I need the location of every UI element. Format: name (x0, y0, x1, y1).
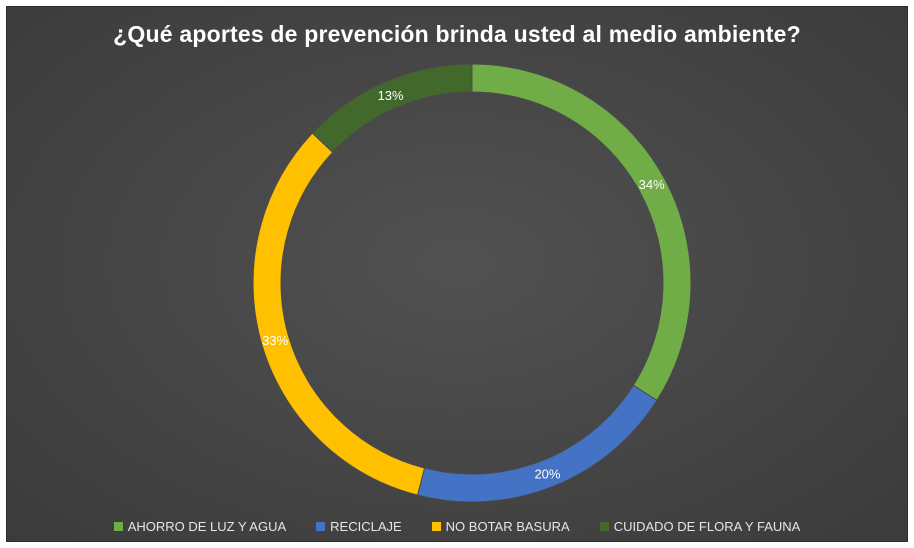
legend-item-ahorro: AHORRO DE LUZ Y AGUA (113, 519, 287, 534)
legend: AHORRO DE LUZ Y AGUA RECICLAJE NO BOTAR … (7, 519, 907, 534)
slice-label-reciclaje: 20% (534, 467, 560, 482)
legend-swatch-ahorro (113, 522, 123, 531)
slice-reciclaje (416, 384, 658, 503)
legend-swatch-reciclaje (316, 522, 326, 531)
legend-item-cuidado: CUIDADO DE FLORA Y FAUNA (599, 519, 801, 534)
legend-swatch-no-botar (431, 522, 441, 531)
legend-item-reciclaje: RECICLAJE (316, 519, 402, 534)
slice-ahorro (471, 63, 692, 402)
legend-label-reciclaje: RECICLAJE (330, 519, 402, 534)
slice-no-botar (252, 132, 426, 496)
legend-item-no-botar: NO BOTAR BASURA (431, 519, 570, 534)
legend-label-ahorro: AHORRO DE LUZ Y AGUA (127, 519, 287, 534)
slice-cuidado (311, 63, 473, 153)
slice-label-no-botar: 33% (262, 333, 288, 348)
chart-title: ¿Qué aportes de prevención brinda usted … (113, 21, 801, 47)
slice-label-ahorro: 34% (639, 177, 665, 192)
legend-label-cuidado: CUIDADO DE FLORA Y FAUNA (613, 519, 801, 534)
legend-label-no-botar: NO BOTAR BASURA (445, 519, 570, 534)
doughnut-chart: 34% 20% 33% 13% (252, 63, 692, 503)
chart-area: ¿Qué aportes de prevención brinda usted … (6, 6, 908, 542)
slice-label-cuidado: 13% (378, 88, 404, 103)
legend-swatch-cuidado (599, 522, 609, 531)
